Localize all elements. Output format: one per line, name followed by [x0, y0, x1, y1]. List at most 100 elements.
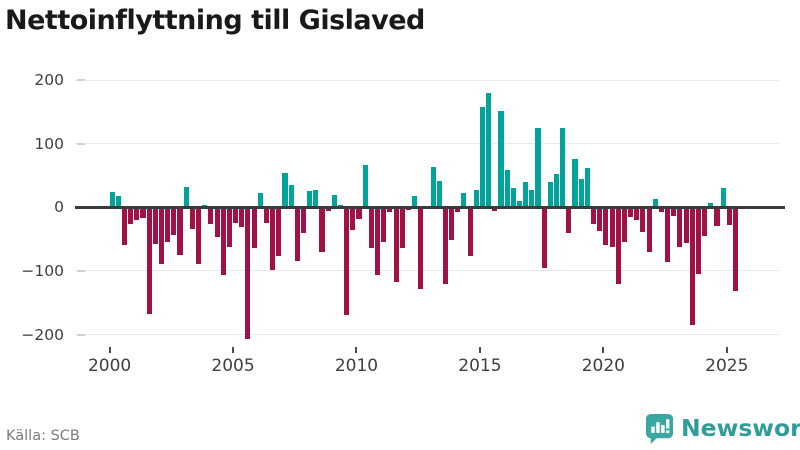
bar-2010Q4 [374, 207, 381, 276]
newsworthy-logo[interactable]: Newsworthy [644, 411, 800, 445]
bar-2000Q4 [128, 207, 134, 225]
gridline [75, 334, 779, 336]
bar-2012Q1 [405, 207, 411, 211]
bar-2011Q2 [387, 207, 393, 213]
bar-2016Q4 [523, 182, 529, 208]
bar-2013Q3 [442, 207, 448, 284]
zero-axis-line [75, 205, 785, 209]
bar-2012Q2 [412, 196, 418, 208]
bar-2024Q4 [720, 188, 726, 208]
bar-2017Q1 [529, 190, 535, 208]
bar-2001Q4 [152, 207, 158, 245]
bar-2009Q4 [350, 207, 356, 231]
bar-2005Q4 [251, 207, 257, 249]
x-tick-mark [232, 347, 235, 353]
bar-2014Q1 [455, 207, 461, 213]
bar-2017Q4 [547, 182, 553, 208]
newsworthy-icon [644, 413, 675, 444]
bar-2010Q1 [356, 207, 362, 220]
bar-2010Q3 [368, 207, 374, 249]
bar-2017Q3 [541, 207, 547, 268]
x-tick-mark [355, 347, 358, 353]
y-tick-mark [77, 269, 85, 272]
bar-2009Q3 [344, 207, 350, 316]
bar-2020Q3 [615, 207, 621, 285]
bar-2005Q2 [239, 207, 245, 228]
bar-2013Q1 [430, 166, 436, 208]
bar-2022Q3 [665, 207, 671, 263]
bar-2017Q2 [535, 128, 541, 208]
bar-2004Q3 [220, 207, 226, 276]
x-tick-mark [725, 347, 728, 353]
x-tick-mark [602, 347, 605, 353]
bar-2006Q2 [263, 207, 269, 223]
gridline [75, 143, 779, 145]
bar-2023Q4 [695, 207, 701, 275]
bar-2021Q4 [646, 207, 652, 253]
bar-2014Q3 [467, 207, 473, 257]
bar-2020Q4 [621, 207, 627, 243]
bar-2009Q1 [331, 195, 337, 208]
bar-2022Q2 [658, 207, 664, 212]
bar-2016Q2 [510, 188, 516, 208]
bar-2000Q1 [109, 192, 115, 208]
bar-2007Q1 [282, 172, 288, 208]
x-axis-tick-label: 2010 [334, 356, 379, 376]
bar-2002Q1 [158, 207, 165, 264]
bar-2005Q3 [245, 207, 251, 339]
bar-2016Q3 [516, 200, 523, 208]
bar-2021Q3 [640, 207, 646, 233]
bar-2015Q2 [486, 93, 492, 208]
bar-2024Q1 [702, 207, 708, 236]
bar-2023Q3 [689, 207, 695, 326]
bar-2002Q2 [165, 207, 171, 242]
y-axis-tick-label: 0 [54, 198, 64, 217]
gridline [75, 79, 779, 81]
bar-2021Q2 [634, 207, 640, 221]
bar-2003Q1 [183, 186, 189, 208]
bar-2007Q4 [300, 207, 306, 234]
bar-2019Q4 [597, 207, 603, 232]
source-caption: Källa: SCB [6, 428, 80, 444]
bar-2016Q1 [504, 170, 510, 208]
bar-2018Q4 [572, 158, 578, 208]
y-axis-tick-label: −200 [21, 325, 64, 344]
bar-2008Q1 [307, 191, 313, 208]
gridline [75, 270, 779, 272]
bar-2007Q3 [294, 207, 300, 262]
x-axis-tick-label: 2015 [458, 356, 502, 376]
bar-2024Q3 [714, 207, 720, 227]
bar-2022Q1 [652, 199, 658, 208]
bar-2011Q4 [399, 207, 405, 249]
bar-2020Q2 [609, 207, 615, 248]
bar-2004Q2 [214, 207, 220, 238]
bar-2010Q2 [362, 164, 368, 208]
bar-2013Q4 [449, 207, 455, 241]
bar-2015Q3 [492, 207, 498, 212]
x-tick-mark [108, 347, 111, 353]
bar-2015Q1 [479, 107, 485, 208]
bar-2002Q3 [171, 207, 177, 236]
bar-2006Q3 [270, 207, 276, 270]
bar-2025Q1 [726, 207, 732, 226]
bar-2004Q4 [226, 207, 232, 247]
x-axis-tick-label: 2005 [211, 356, 255, 376]
bar-2014Q4 [473, 190, 479, 208]
bar-2011Q3 [393, 207, 399, 283]
y-axis-tick-label: 100 [34, 134, 64, 153]
bar-2001Q1 [134, 207, 140, 221]
bar-2013Q2 [436, 181, 442, 208]
bar-2000Q2 [115, 195, 121, 208]
bar-2019Q3 [591, 207, 597, 224]
y-axis-tick-label: 200 [34, 71, 64, 90]
bar-2019Q1 [578, 178, 584, 208]
bar-2025Q2 [732, 207, 739, 292]
bar-2008Q2 [313, 190, 319, 208]
bar-2022Q4 [671, 207, 677, 216]
bar-2018Q1 [553, 173, 560, 208]
bar-2005Q1 [233, 207, 239, 224]
bar-2008Q4 [325, 207, 331, 212]
bar-2007Q2 [288, 185, 294, 208]
newsworthy-wordmark: Newsworthy [681, 414, 800, 442]
